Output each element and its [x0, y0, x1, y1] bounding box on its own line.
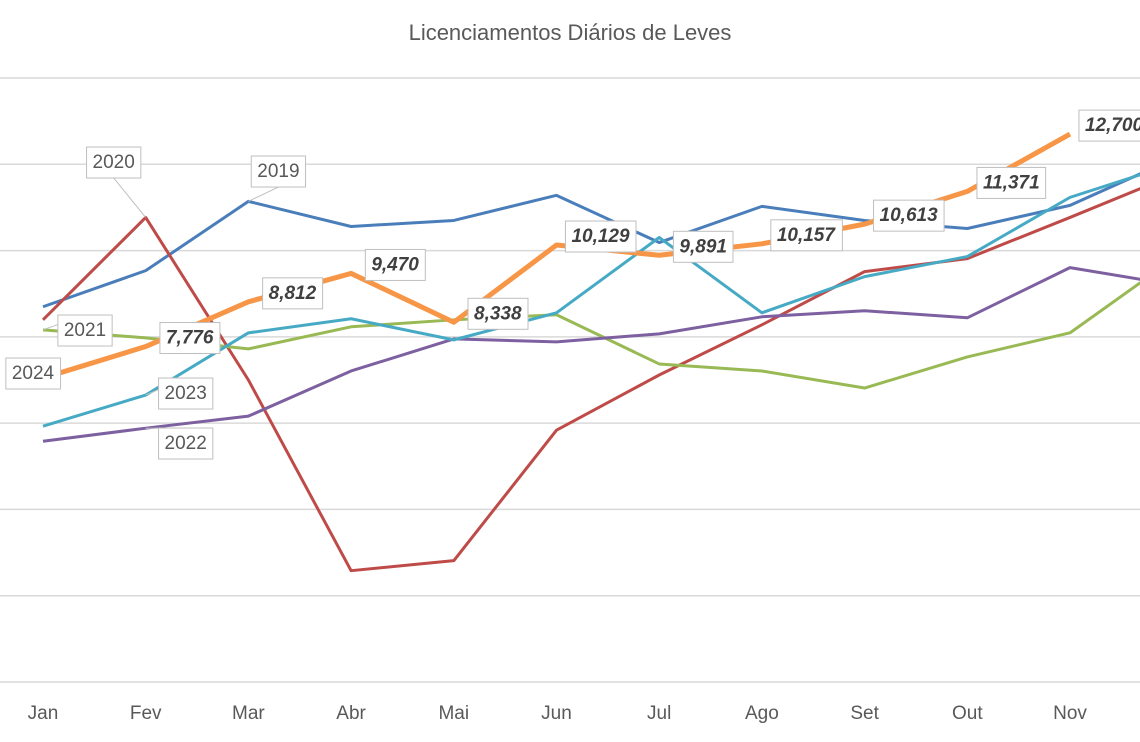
series-label: 2019 — [257, 161, 299, 182]
label-box — [1078, 109, 1140, 142]
x-tick-label: Fev — [130, 703, 162, 724]
label-box — [364, 248, 426, 281]
series-label: 2023 — [165, 383, 207, 404]
data-label: 9,470 — [371, 254, 419, 275]
callout-line — [248, 186, 279, 202]
x-tick-label: Jun — [541, 703, 572, 724]
data-label: 8,338 — [474, 303, 522, 324]
label-box — [159, 322, 221, 355]
x-tick-label: Jan — [28, 703, 59, 724]
series-label: 2022 — [165, 433, 207, 454]
label-box — [770, 219, 843, 252]
label-box — [158, 377, 214, 410]
label-box — [467, 297, 529, 330]
data-label: 10,129 — [571, 226, 630, 247]
series-line — [42, 173, 1140, 428]
data-label: 8,812 — [269, 283, 317, 304]
x-tick-label: Set — [850, 703, 879, 724]
label-box — [250, 155, 307, 188]
callout-line — [113, 177, 147, 218]
label-box — [158, 427, 214, 460]
data-label: 12,700 — [1085, 115, 1140, 136]
labels: 2019 2020 2021 2022 2023 2024 7,776 8,812 9,470 8… — [5, 109, 1140, 460]
x-tick-label: Mai — [438, 703, 469, 724]
series-line — [42, 172, 1140, 309]
label-box — [86, 146, 142, 179]
series-label: 2024 — [12, 363, 55, 384]
label-box — [57, 314, 113, 347]
label-box — [672, 230, 734, 263]
x-tick-label: Abr — [336, 703, 366, 724]
series-line — [41, 187, 1140, 573]
chart-title: Licenciamentos Diários de Leves — [409, 20, 732, 45]
x-tick-label: Mar — [232, 703, 265, 724]
label-box — [976, 166, 1047, 199]
label-box — [564, 220, 637, 253]
label-box — [262, 277, 324, 310]
data-label: 7,776 — [166, 328, 214, 349]
series-label: 2020 — [93, 152, 135, 173]
data-label: 10,613 — [880, 205, 939, 226]
series-line — [42, 281, 1140, 390]
label-box — [873, 199, 945, 232]
x-tick-label: Ago — [745, 703, 779, 724]
data-label: 10,157 — [777, 225, 837, 246]
x-tick-label: Jul — [647, 703, 671, 724]
x-tick-label: Out — [952, 703, 983, 724]
series-line — [42, 266, 1140, 443]
data-label: 9,891 — [679, 236, 727, 257]
data-label: 11,371 — [983, 172, 1040, 193]
label-box — [5, 357, 62, 390]
x-tick-label: Nov — [1053, 703, 1087, 724]
series-label: 2021 — [64, 320, 106, 341]
